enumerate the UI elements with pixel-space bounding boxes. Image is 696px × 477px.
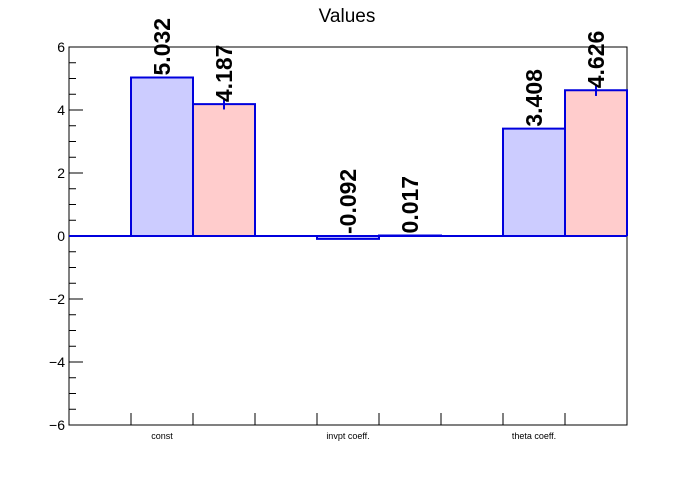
value-labels-group: 5.032 -0.092 3.408 4.187 0.017 4.626 bbox=[149, 18, 609, 234]
bar-series-group bbox=[130, 76, 628, 240]
y-tick-label: 2 bbox=[57, 165, 65, 181]
bar-value-label: 4.187 bbox=[211, 45, 237, 103]
bar bbox=[565, 90, 627, 236]
y-tick-label: −2 bbox=[49, 291, 65, 307]
y-tick-label: −6 bbox=[49, 417, 65, 433]
y-tick-label: 4 bbox=[57, 102, 65, 118]
bar-value-label: 4.626 bbox=[583, 31, 609, 89]
y-tick-label: 0 bbox=[57, 228, 65, 244]
bar bbox=[503, 128, 565, 236]
x-category-label: theta coeff. bbox=[512, 431, 556, 441]
y-tick-label: −4 bbox=[49, 354, 65, 370]
x-category-label: const bbox=[151, 431, 173, 441]
bar-value-label: 5.032 bbox=[149, 18, 175, 76]
bar-outline bbox=[316, 236, 380, 240]
bar-value-label: 0.017 bbox=[397, 176, 423, 234]
chart-title: Values bbox=[319, 6, 376, 27]
bar-value-label: -0.092 bbox=[335, 169, 361, 234]
bar-value-label: 3.408 bbox=[521, 69, 547, 127]
bar bbox=[317, 236, 379, 239]
bar bbox=[131, 77, 193, 236]
x-axis: const invpt coeff. theta coeff. bbox=[130, 413, 566, 441]
bar bbox=[193, 104, 255, 236]
y-tick-label: 6 bbox=[57, 39, 65, 55]
y-axis: −6 −4 −2 0 2 4 6 bbox=[49, 39, 83, 433]
x-category-label: invpt coeff. bbox=[326, 431, 369, 441]
